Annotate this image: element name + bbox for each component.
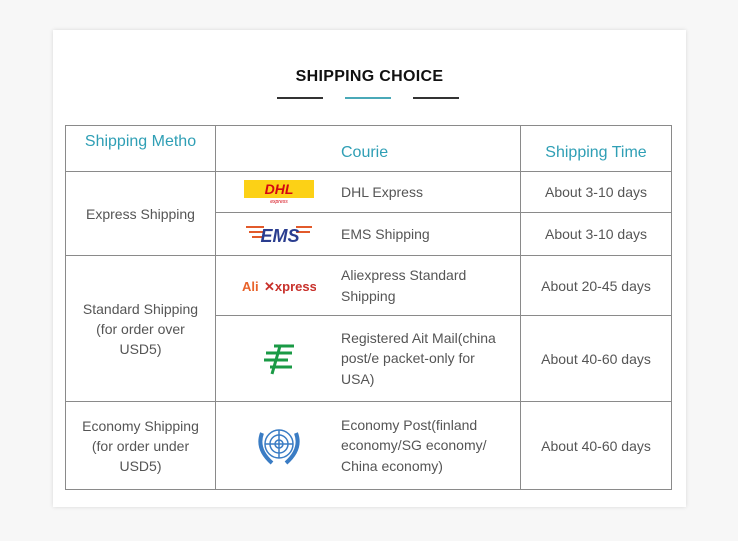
svg-text:✕xpress: ✕xpress bbox=[264, 279, 316, 294]
table-row: Express Shipping DHL express DHL Express … bbox=[65, 171, 672, 256]
divider-accent bbox=[345, 97, 391, 99]
header-method: Shipping Metho bbox=[65, 125, 216, 172]
table-row: Economy Shipping (for order under USD5) … bbox=[65, 401, 672, 490]
dhl-logo: DHL express bbox=[216, 180, 341, 204]
courier-name: DHL Express bbox=[341, 183, 423, 200]
china-post-logo bbox=[216, 342, 341, 376]
divider bbox=[413, 97, 459, 99]
shipping-time: About 40-60 days bbox=[520, 315, 672, 402]
svg-text:express: express bbox=[270, 199, 288, 204]
method-cell: Standard Shipping (for order over USD5) bbox=[65, 255, 216, 402]
shipping-time: About 40-60 days bbox=[520, 401, 672, 490]
table-row: Registered Ait Mail(china post/e packet-… bbox=[66, 315, 672, 402]
header-time: Shipping Time bbox=[520, 125, 672, 172]
page-title: SHIPPING CHOICE bbox=[295, 68, 444, 85]
header-courier: Courie bbox=[215, 125, 521, 172]
aliexpress-logo: Ali ✕xpress bbox=[216, 278, 341, 294]
svg-text:EMS: EMS bbox=[260, 226, 299, 246]
method-cell: Economy Shipping (for order under USD5) bbox=[65, 401, 216, 490]
courier-name: EMS Shipping bbox=[341, 225, 430, 242]
shipping-time: About 3-10 days bbox=[520, 171, 672, 213]
table-row: EMS EMS Shipping About 3-10 days bbox=[66, 212, 672, 256]
un-emblem-logo bbox=[216, 423, 341, 469]
method-cell: Express Shipping bbox=[65, 171, 216, 256]
shipping-table: Shipping Metho Courie Shipping Time Expr… bbox=[65, 125, 672, 490]
table-row: Standard Shipping (for order over USD5) … bbox=[65, 255, 672, 402]
svg-text:DHL: DHL bbox=[264, 181, 293, 197]
courier-name: Registered Ait Mail(china post/e packet-… bbox=[341, 329, 496, 387]
courier-name: Aliexpress Standard Shipping bbox=[341, 267, 467, 304]
shipping-time: About 20-45 days bbox=[520, 255, 672, 316]
shipping-card: SHIPPING CHOICE Shipping Metho Courie Sh… bbox=[53, 30, 686, 507]
divider bbox=[277, 97, 323, 99]
courier-name: Economy Post(finland economy/SG economy/… bbox=[341, 416, 487, 474]
svg-text:Ali: Ali bbox=[242, 279, 259, 294]
ems-logo: EMS bbox=[216, 222, 341, 246]
shipping-time: About 3-10 days bbox=[520, 212, 672, 256]
